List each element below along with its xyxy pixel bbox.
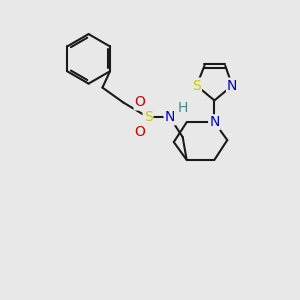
Text: O: O [135,125,146,139]
Text: O: O [135,95,146,110]
Text: S: S [144,110,152,124]
Text: S: S [192,79,201,93]
Text: N: N [165,110,175,124]
Text: N: N [209,115,220,129]
Text: N: N [227,79,237,93]
Text: H: H [178,101,188,116]
